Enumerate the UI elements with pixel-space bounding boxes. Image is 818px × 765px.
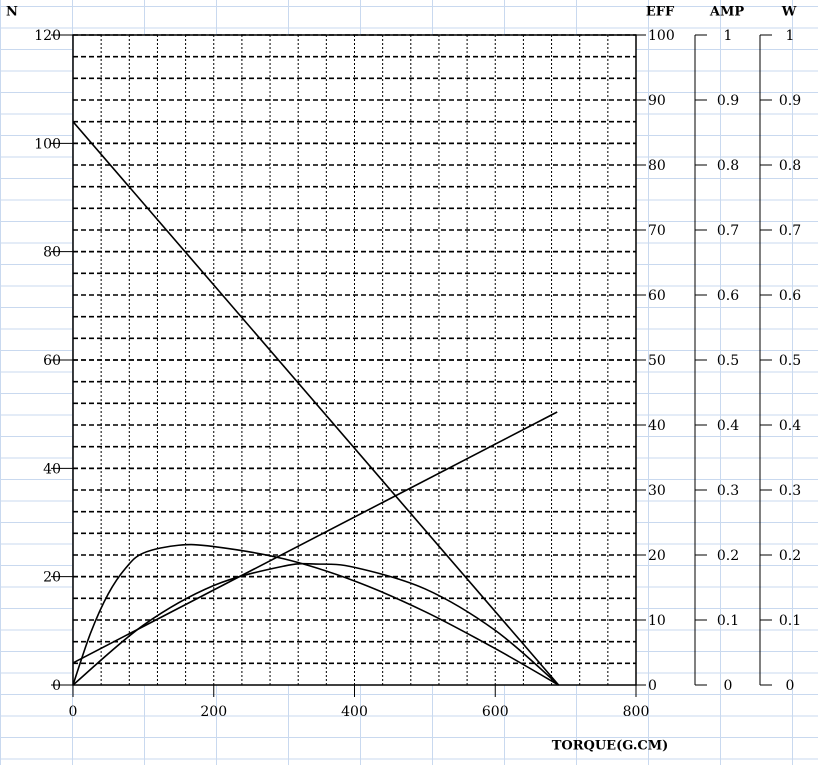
y-tick-label: 60 (43, 353, 61, 369)
y-tick-label: 80 (43, 245, 61, 261)
y4-tick-label: 0.9 (779, 93, 801, 109)
y2-tick-label: 40 (648, 418, 666, 434)
y2-tick-label: 0 (648, 678, 657, 694)
y-tick-label: 100 (34, 136, 61, 152)
y4-tick-label: 0.4 (779, 418, 801, 434)
y3-tick-label: 0.5 (717, 353, 739, 369)
y3-tick-label: 0.9 (717, 93, 739, 109)
y2-tick-label: 90 (648, 93, 666, 109)
y3-tick-label: 0.7 (717, 223, 739, 239)
y4-tick-label: 1 (786, 28, 795, 44)
y-tick-label: 20 (43, 570, 61, 586)
y2-tick-label: 10 (648, 613, 666, 629)
y3-tick-label: 0.3 (717, 483, 739, 499)
y2-tick-label: 100 (648, 28, 675, 44)
y2-axis-title: EFF (646, 5, 675, 20)
y2-tick-label: 60 (648, 288, 666, 304)
y3-tick-label: 0.1 (717, 613, 739, 629)
series-line (72, 411, 558, 664)
y-tick-label: 0 (52, 678, 61, 694)
y4-tick-label: 0 (786, 678, 795, 694)
x-tick-label: 800 (623, 704, 650, 720)
y2-tick-label: 30 (648, 483, 666, 499)
x-tick-label: 600 (482, 704, 509, 720)
y4-tick-label: 0.3 (779, 483, 801, 499)
y3-axis-title: AMP (709, 5, 744, 20)
y-tick-label: 40 (43, 461, 61, 477)
x-axis-title: TORQUE(G.CM) (552, 739, 669, 754)
y3-tick-label: 0.4 (717, 418, 739, 434)
y4-tick-label: 0.2 (779, 548, 801, 564)
series-line (72, 543, 559, 686)
y3-tick-label: 0.6 (717, 288, 739, 304)
y4-axis-title: W (781, 5, 797, 20)
series-line (72, 121, 560, 686)
y-axis-title: N (6, 5, 18, 20)
y2-tick-label: 20 (648, 548, 666, 564)
y4-tick-label: 0.5 (779, 353, 801, 369)
y3-tick-label: 0.2 (717, 548, 739, 564)
y3-tick-label: 0 (724, 678, 733, 694)
x-tick-label: 0 (69, 704, 78, 720)
y3-tick-label: 1 (724, 28, 733, 44)
series-line (72, 562, 560, 686)
y4-tick-label: 0.7 (779, 223, 801, 239)
y2-tick-label: 70 (648, 223, 666, 239)
x-tick-label: 400 (341, 704, 368, 720)
x-tick-label: 200 (200, 704, 227, 720)
y-tick-label: 120 (34, 28, 61, 44)
y4-tick-label: 0.8 (779, 158, 801, 174)
y2-tick-label: 50 (648, 353, 666, 369)
y3-tick-label: 0.8 (717, 158, 739, 174)
y4-tick-label: 0.6 (779, 288, 801, 304)
y2-tick-label: 80 (648, 158, 666, 174)
y4-tick-label: 0.1 (779, 613, 801, 629)
